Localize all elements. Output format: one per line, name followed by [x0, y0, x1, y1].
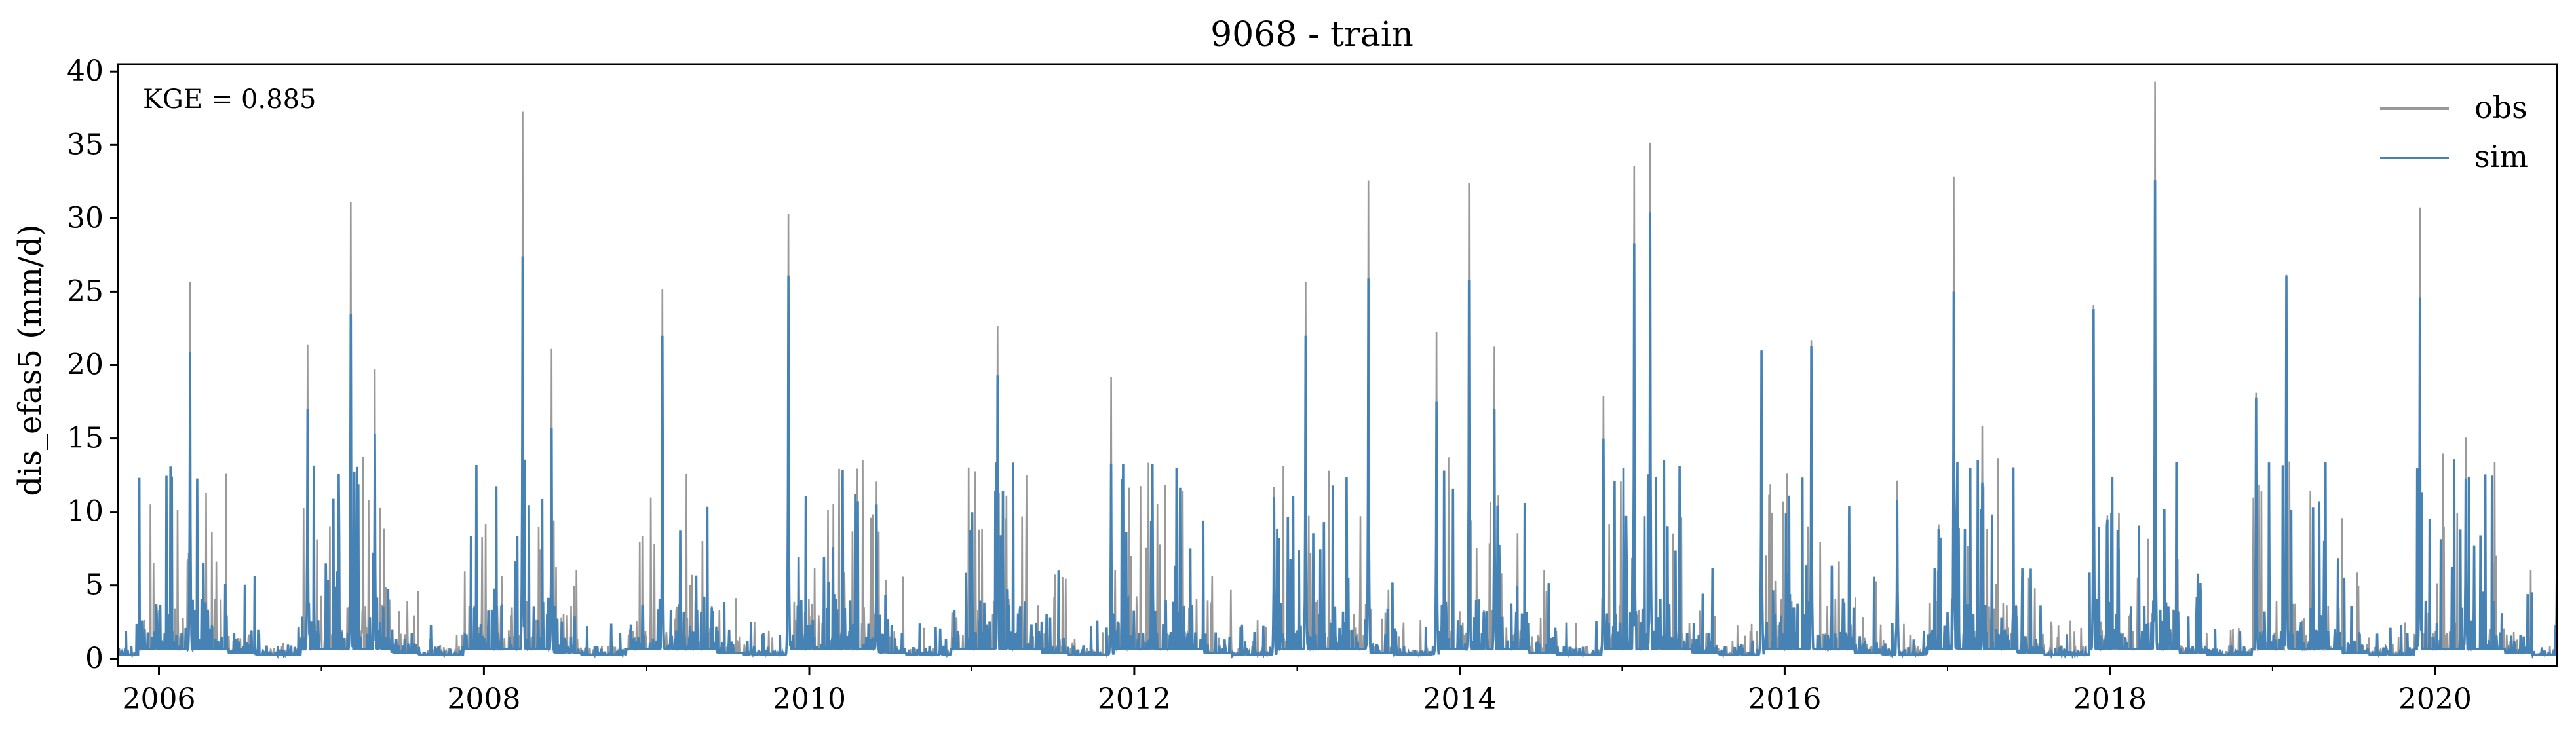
- y-tick-label-20: 20: [67, 348, 104, 382]
- y-tick-label-15: 15: [67, 422, 104, 455]
- series-layer: [118, 82, 2557, 655]
- x-tick-label-2018: 2018: [2073, 682, 2147, 716]
- x-tick-label-2006: 2006: [123, 682, 196, 716]
- x-axis: 2006 2008 2010 2012 2014 2016 2018 2020: [123, 666, 2472, 716]
- y-tick-label-35: 35: [67, 128, 104, 161]
- plot-frame: [118, 64, 2557, 666]
- y-tick-label-0: 0: [85, 642, 104, 675]
- y-axis: 0 5 10 15 20 25 30 35 40: [67, 54, 118, 675]
- y-tick-label-30: 30: [67, 201, 104, 234]
- legend-sim-label: sim: [2474, 139, 2528, 174]
- legend: obs sim: [2380, 90, 2528, 174]
- x-tick-label-2012: 2012: [1098, 682, 1171, 716]
- series-line-obs: [118, 82, 2557, 655]
- chart-title: 9068 - train: [1210, 15, 1413, 54]
- series-line-sim: [118, 180, 2557, 654]
- legend-obs-label: obs: [2474, 90, 2528, 125]
- y-axis-label: dis_efas5 (mm/d): [12, 224, 48, 496]
- x-tick-label-2010: 2010: [773, 682, 846, 716]
- x-tick-label-2014: 2014: [1423, 682, 1497, 716]
- x-tick-label-2020: 2020: [2398, 682, 2472, 716]
- x-tick-label-2016: 2016: [1748, 682, 1821, 716]
- y-tick-label-25: 25: [67, 274, 104, 308]
- y-tick-label-40: 40: [67, 54, 104, 88]
- x-tick-label-2008: 2008: [447, 682, 520, 716]
- y-tick-label-10: 10: [67, 495, 104, 529]
- kge-annotation: KGE = 0.885: [143, 84, 317, 115]
- y-tick-label-5: 5: [85, 568, 104, 602]
